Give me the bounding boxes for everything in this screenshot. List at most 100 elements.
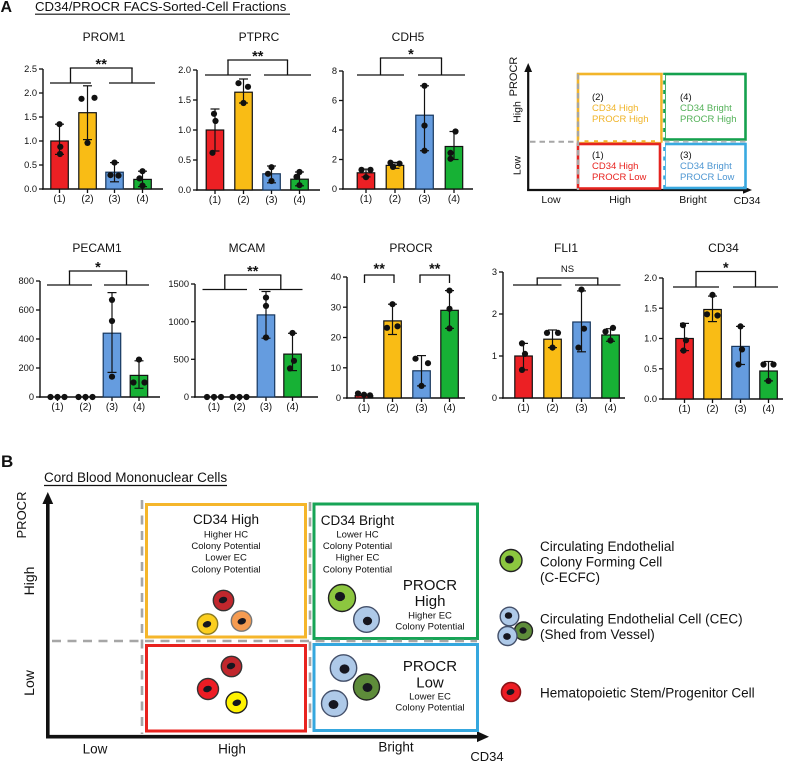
svg-text:MCAM: MCAM [229, 241, 266, 255]
svg-text:Higher EC: Higher EC [336, 553, 380, 564]
svg-text:High: High [21, 567, 37, 596]
svg-text:(2): (2) [237, 195, 249, 206]
svg-text:(4): (4) [293, 195, 305, 206]
svg-text:NS: NS [561, 264, 574, 275]
svg-text:0: 0 [29, 392, 34, 402]
svg-text:PROCR Low: PROCR Low [592, 172, 647, 183]
svg-text:**: ** [429, 262, 441, 278]
svg-text:400: 400 [18, 334, 34, 344]
svg-text:Colony Forming Cell: Colony Forming Cell [540, 555, 662, 570]
svg-text:1.0: 1.0 [644, 334, 657, 344]
svg-text:PROCR: PROCR [508, 57, 520, 97]
svg-text:1.5: 1.5 [178, 95, 191, 105]
svg-text:600: 600 [18, 305, 34, 315]
svg-text:Hematopoietic Stem/Progenitor: Hematopoietic Stem/Progenitor Cell [540, 686, 755, 701]
svg-text:(1): (1) [209, 195, 221, 206]
svg-text:(C-ECFC): (C-ECFC) [540, 570, 600, 585]
svg-text:PROCR High: PROCR High [592, 114, 649, 125]
svg-text:2.5: 2.5 [24, 64, 37, 74]
svg-text:(2): (2) [706, 404, 718, 415]
svg-text:1.0: 1.0 [24, 136, 37, 146]
svg-text:800: 800 [18, 276, 34, 286]
svg-text:(4): (4) [133, 402, 145, 413]
svg-text:(1): (1) [360, 194, 372, 205]
svg-text:PROM1: PROM1 [83, 30, 126, 44]
svg-text:PROCR: PROCR [403, 658, 457, 675]
svg-text:(2): (2) [389, 194, 401, 205]
svg-text:CDH5: CDH5 [392, 30, 425, 44]
svg-text:(2): (2) [592, 92, 604, 103]
svg-text:Bright: Bright [679, 194, 707, 206]
svg-text:Colony Potential: Colony Potential [191, 541, 260, 552]
svg-text:PROCR High: PROCR High [680, 114, 737, 125]
svg-text:500: 500 [173, 355, 189, 365]
svg-text:A: A [1, 0, 13, 16]
svg-text:200: 200 [18, 363, 34, 373]
svg-text:PROCR: PROCR [403, 577, 457, 594]
svg-text:30: 30 [331, 302, 341, 312]
svg-text:2: 2 [492, 309, 497, 319]
svg-text:CD34 Bright: CD34 Bright [680, 103, 732, 114]
svg-text:(1): (1) [53, 194, 65, 205]
svg-text:PTPRC: PTPRC [239, 30, 280, 44]
svg-text:0.0: 0.0 [178, 185, 191, 195]
svg-text:High: High [415, 593, 446, 610]
svg-text:Higher EC: Higher EC [408, 611, 452, 622]
svg-text:PROCR: PROCR [389, 241, 433, 255]
svg-text:(4): (4) [136, 194, 148, 205]
svg-text:(3): (3) [260, 402, 272, 413]
svg-text:(Shed from Vessel): (Shed from Vessel) [540, 627, 655, 642]
svg-text:Lower HC: Lower HC [336, 530, 378, 541]
svg-text:**: ** [96, 57, 108, 73]
svg-text:Colony Potential: Colony Potential [323, 541, 392, 552]
svg-text:Colony Potential: Colony Potential [323, 565, 392, 576]
svg-text:(2): (2) [233, 402, 245, 413]
svg-text:(1): (1) [358, 403, 370, 414]
svg-text:2.0: 2.0 [24, 88, 37, 98]
svg-text:3: 3 [492, 267, 497, 277]
svg-text:B: B [1, 452, 13, 471]
svg-text:(1): (1) [592, 150, 604, 161]
svg-text:CD34: CD34 [708, 241, 739, 255]
svg-text:0.5: 0.5 [24, 160, 37, 170]
svg-text:(4): (4) [762, 404, 774, 415]
svg-text:0.0: 0.0 [24, 184, 37, 194]
svg-text:(1): (1) [51, 402, 63, 413]
svg-text:8: 8 [332, 66, 337, 76]
svg-text:CD34 High: CD34 High [193, 512, 259, 527]
svg-text:0: 0 [332, 184, 337, 194]
svg-text:1.0: 1.0 [178, 125, 191, 135]
svg-text:CD34: CD34 [470, 749, 503, 762]
svg-text:(3): (3) [680, 150, 692, 161]
svg-text:20: 20 [331, 333, 341, 343]
svg-text:(4): (4) [448, 194, 460, 205]
svg-text:(3): (3) [108, 194, 120, 205]
svg-text:Higher HC: Higher HC [204, 530, 248, 541]
svg-text:Low: Low [512, 155, 524, 175]
svg-text:*: * [408, 47, 414, 63]
svg-text:CD34 High: CD34 High [592, 161, 638, 172]
svg-text:*: * [723, 260, 729, 276]
svg-text:CD34 Bright: CD34 Bright [680, 161, 732, 172]
svg-text:2.0: 2.0 [178, 65, 191, 75]
svg-text:(2): (2) [386, 403, 398, 414]
svg-text:(3): (3) [418, 194, 430, 205]
svg-text:10: 10 [331, 363, 341, 373]
svg-text:(1): (1) [517, 403, 529, 414]
svg-text:1.5: 1.5 [24, 112, 37, 122]
svg-text:0: 0 [184, 392, 189, 402]
svg-text:0: 0 [492, 393, 497, 403]
svg-text:Colony Potential: Colony Potential [395, 622, 464, 633]
svg-text:High: High [609, 194, 631, 206]
svg-text:PROCR Low: PROCR Low [680, 172, 735, 183]
svg-text:(2): (2) [81, 194, 93, 205]
svg-text:0: 0 [336, 393, 341, 403]
svg-text:Low: Low [21, 669, 37, 696]
svg-text:Bright: Bright [378, 740, 414, 755]
svg-text:0.0: 0.0 [644, 394, 657, 404]
svg-text:(1): (1) [678, 404, 690, 415]
svg-text:Cord Blood Mononuclear Cells: Cord Blood Mononuclear Cells [44, 470, 227, 485]
svg-text:High: High [512, 101, 524, 123]
svg-text:0.5: 0.5 [178, 155, 191, 165]
svg-text:Low: Low [416, 675, 444, 692]
